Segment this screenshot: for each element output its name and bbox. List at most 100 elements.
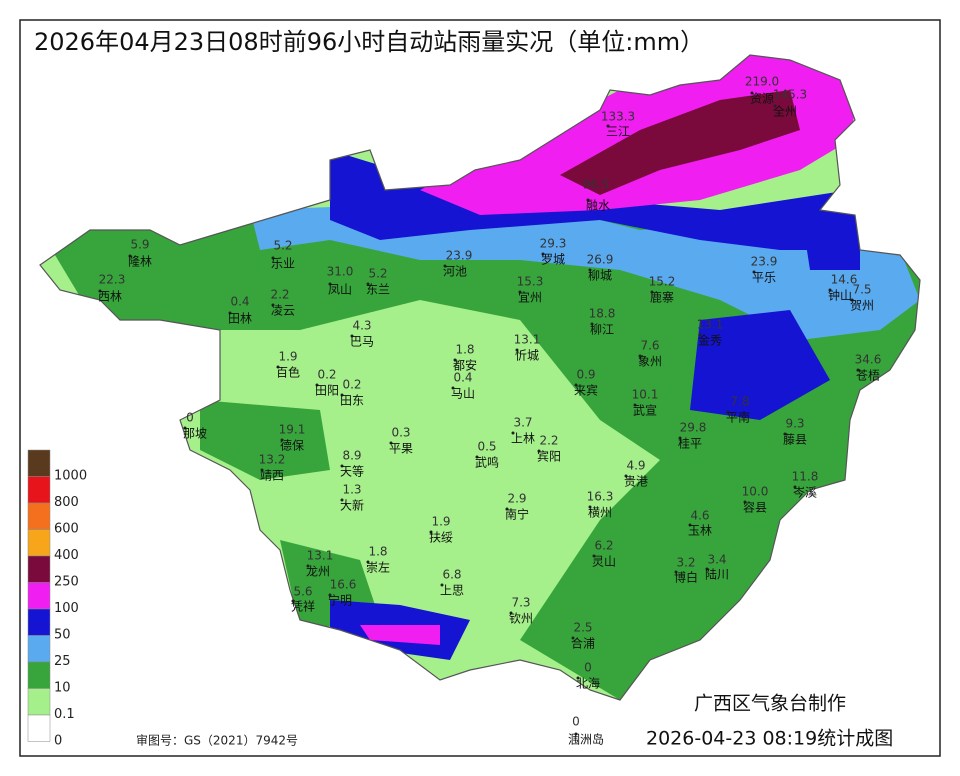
station-dot (752, 270, 756, 274)
legend-swatch (27, 449, 51, 477)
station-name: 田阳 (315, 384, 339, 398)
station-value: 0.4 (230, 295, 249, 309)
station-value: 5.6 (293, 585, 312, 599)
station-dot (128, 254, 132, 258)
station-dot (98, 289, 102, 293)
station-value: 29.3 (540, 237, 567, 251)
station-value: 7.5 (852, 283, 871, 297)
station-dot (828, 288, 832, 292)
station-name: 河池 (443, 265, 467, 279)
station-value: 6.8 (442, 568, 461, 582)
legend-label: 0.1 (54, 707, 75, 722)
station-dot (726, 410, 730, 414)
station-name: 都安 (453, 358, 477, 373)
station-dot (475, 455, 479, 459)
station-dot (328, 282, 332, 286)
station-name: 博白 (674, 570, 698, 585)
station-value: 1.3 (342, 483, 361, 497)
station-dot (638, 354, 642, 358)
station-name: 忻城 (515, 349, 539, 363)
station-dot (574, 383, 578, 387)
station-value: 7.3 (511, 596, 530, 610)
station-value: 0 (186, 411, 194, 425)
station-name: 桂平 (678, 436, 702, 451)
station-name: 百色 (276, 366, 300, 380)
station-value: 4.3 (352, 319, 371, 333)
station-value: 19.1 (279, 423, 306, 437)
legend-swatch (27, 476, 51, 504)
station-dot (750, 91, 754, 95)
station-name: 北海 (576, 676, 600, 691)
station-dot (624, 474, 628, 478)
station-name: 融水 (586, 199, 610, 213)
station-name: 凌云 (271, 304, 295, 318)
station-name: 崇左 (366, 560, 390, 575)
station-value: 3.4 (707, 553, 726, 567)
station-dot (328, 593, 332, 597)
station-name: 横州 (588, 506, 612, 520)
station-value: 133.3 (601, 110, 635, 124)
station-name: 资源 (750, 92, 774, 106)
station-name: 岑溪 (793, 486, 817, 500)
station-value: 1.8 (455, 343, 474, 357)
station-value: 13.1 (307, 549, 334, 563)
legend: 1000 800 600 400 250 100 50 25 10 0.1 0 (27, 449, 87, 749)
station-value: 1.9 (431, 515, 450, 529)
station-value: 15.3 (517, 275, 544, 289)
station-name: 玉林 (688, 524, 712, 538)
station-value: 22.3 (99, 273, 126, 287)
station-name: 贵港 (624, 475, 648, 489)
station-name: 武宣 (633, 403, 657, 418)
station-name: 那坡 (183, 427, 207, 441)
station-name: 西林 (98, 290, 122, 304)
station-name: 柳江 (590, 323, 614, 337)
station-name: 宁明 (328, 593, 352, 608)
legend-swatch (27, 529, 51, 557)
station-name: 藤县 (783, 433, 807, 447)
legend-swatch (27, 608, 51, 636)
legend-label: 50 (54, 628, 71, 643)
station-dot (505, 507, 509, 511)
station-dot (588, 505, 592, 509)
station-name: 罗城 (541, 253, 565, 267)
station-dot (429, 530, 433, 534)
legend-swatch (27, 502, 51, 530)
station-name: 靖西 (260, 469, 284, 483)
station-name: 上思 (440, 584, 464, 598)
station-value: 13.1 (514, 333, 541, 347)
station-value: 0 (584, 661, 592, 675)
station-dot (592, 554, 596, 558)
station-dot (705, 567, 709, 571)
producer: 广西区气象台制作 (694, 693, 846, 715)
legend-label: 25 (54, 654, 71, 669)
station-name: 三江 (606, 125, 630, 139)
station-dot (574, 732, 578, 736)
station-dot (389, 441, 393, 445)
approval-number: 审图号：GS（2021）7942号 (136, 733, 298, 748)
legend-label: 0 (54, 734, 62, 749)
station-dot (340, 464, 344, 468)
station-value: 31.0 (327, 265, 354, 279)
station-dot (674, 570, 678, 574)
station-name: 来宾 (574, 383, 598, 398)
station-value: 23.9 (446, 249, 473, 263)
station-value: 10.0 (742, 485, 769, 499)
station-name: 宜州 (518, 290, 542, 305)
station-name: 平乐 (752, 271, 776, 285)
station-name: 德保 (280, 438, 304, 453)
station-dot (340, 393, 344, 397)
legend-swatch (27, 714, 51, 742)
station-dot (271, 303, 275, 307)
station-value: 0.5 (477, 440, 496, 454)
station-value: 6.2 (594, 539, 613, 553)
station-name: 凤山 (328, 283, 352, 297)
station-value: 8.9 (342, 449, 361, 463)
station-name: 容县 (743, 500, 767, 515)
station-dot (306, 564, 310, 568)
station-dot (443, 264, 447, 268)
station-dot (260, 468, 264, 472)
station-value: 5.2 (273, 239, 292, 253)
station-name: 钟山 (828, 288, 852, 303)
station-value: 13.2 (259, 453, 286, 467)
